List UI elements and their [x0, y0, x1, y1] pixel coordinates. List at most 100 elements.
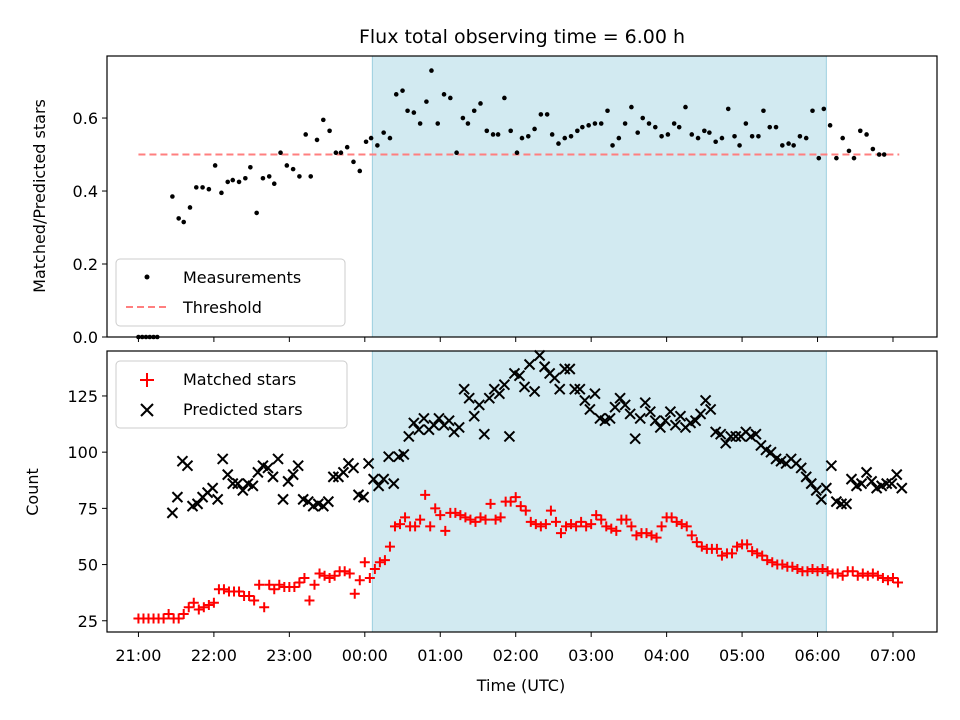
- predicted-stars-point: [498, 379, 511, 391]
- predicted-stars-point: [478, 428, 490, 440]
- predicted-stars-point: [825, 459, 838, 472]
- predicted-stars-point: [211, 493, 224, 506]
- matched-stars-point: [415, 514, 426, 525]
- measurements-point: [290, 166, 296, 172]
- predicted-stars-point: [896, 482, 908, 494]
- bottom-x-ticks: 21:00 22:00 23:00 00:00 01:00 02:00 03:00 04:00…: [115, 632, 916, 665]
- predicted-stars-point: [765, 446, 777, 458]
- matched-stars-point: [510, 492, 521, 503]
- predicted-stars-point: [191, 498, 204, 510]
- measurements-point: [508, 128, 513, 134]
- measurements-point: [357, 168, 363, 174]
- matched-stars-point: [550, 516, 561, 527]
- matched-stars-point: [711, 543, 722, 554]
- measurements-point: [616, 135, 622, 141]
- matched-stars-point: [887, 573, 898, 584]
- measurements-point: [187, 205, 193, 210]
- predicted-stars-point: [750, 428, 762, 440]
- matched-stars-point: [641, 528, 652, 539]
- measurements-point: [622, 121, 628, 126]
- predicted-stars-point: [554, 383, 566, 395]
- measurements-point: [870, 146, 876, 152]
- predicted-stars-point: [216, 453, 229, 465]
- measurements-point: [665, 132, 671, 137]
- matched-stars-point: [812, 566, 823, 577]
- matched-stars-point: [259, 602, 270, 613]
- x-tick-label: 02:00: [493, 646, 539, 665]
- matched-stars-point: [545, 505, 556, 516]
- predicted-stars-point: [714, 428, 727, 440]
- matched-stars-point: [862, 570, 873, 581]
- predicted-stars-point: [604, 412, 616, 425]
- predicted-stars-point: [820, 482, 833, 494]
- measurements-point: [702, 128, 707, 134]
- matched-stars-point: [430, 503, 441, 514]
- predicted-stars-point: [277, 493, 289, 506]
- matched-stars-point: [651, 532, 662, 543]
- matched-stars-point: [867, 568, 878, 579]
- measurements-point: [719, 135, 725, 141]
- matched-stars-point: [581, 521, 592, 532]
- measurements-point: [851, 155, 857, 161]
- predicted-stars-point: [483, 392, 496, 404]
- predicted-stars-point: [181, 459, 194, 472]
- matched-stars-point: [339, 566, 350, 577]
- measurements-point: [193, 185, 199, 190]
- measurements-point: [816, 155, 822, 161]
- matched-stars-point: [495, 512, 506, 523]
- measurements-point: [580, 124, 585, 130]
- predicted-stars-point: [720, 437, 732, 449]
- measurements-point: [544, 112, 550, 117]
- matched-stars-point: [203, 600, 214, 611]
- matched-stars-point: [269, 584, 280, 595]
- predicted-stars-point: [443, 414, 455, 427]
- predicted-stars-point: [619, 399, 631, 411]
- predicted-stars-point: [473, 399, 485, 411]
- matched-stars-point: [591, 510, 602, 521]
- measurements-point: [532, 126, 537, 132]
- predicted-stars-point: [795, 462, 807, 474]
- matched-stars-point: [566, 519, 577, 530]
- matched-stars-point: [274, 579, 285, 590]
- predicted-stars-point: [403, 430, 415, 443]
- predicted-stars-point: [322, 495, 335, 508]
- predicted-stars-point: [468, 410, 480, 422]
- matched-stars-point: [732, 541, 743, 552]
- predicted-stars-point: [262, 462, 274, 474]
- measurements-point: [176, 216, 181, 221]
- top-legend: Measurements Threshold: [115, 258, 346, 327]
- predicted-stars-point: [227, 477, 239, 490]
- predicted-stars-point: [548, 372, 561, 384]
- matched-stars-point: [304, 595, 315, 606]
- measurements-point: [562, 135, 568, 141]
- predicted-stars-point: [624, 408, 636, 420]
- measurements-point: [230, 177, 236, 183]
- predicted-stars-point: [292, 459, 304, 472]
- measurements-point: [876, 152, 882, 157]
- top-x-ticks: [137, 337, 894, 342]
- measurements-point: [411, 110, 417, 115]
- matched-stars-point: [747, 546, 758, 557]
- matched-stars-point: [777, 559, 788, 570]
- matched-stars-point: [822, 566, 833, 577]
- matched-stars-point: [440, 525, 451, 536]
- matched-stars-point: [294, 577, 305, 588]
- predicted-stars-point: [237, 484, 249, 497]
- matched-stars-point: [596, 514, 607, 525]
- measurements-point: [773, 124, 779, 130]
- matched-stars-point: [435, 510, 446, 521]
- predicted-stars-point: [367, 473, 380, 485]
- y-tick-label: 25: [78, 612, 98, 631]
- legend-predicted-marker: [140, 403, 154, 417]
- bottom-y-axis-label: Count: [23, 468, 42, 516]
- predicted-stars-point: [513, 370, 526, 382]
- predicted-stars-point: [639, 396, 651, 409]
- matched-stars-point: [666, 512, 677, 523]
- matched-stars-point: [178, 609, 189, 620]
- measurements-point: [344, 144, 350, 150]
- measurements-point: [381, 130, 386, 135]
- legend-matched-label: Matched stars: [183, 370, 296, 389]
- matched-stars-point: [369, 564, 380, 575]
- predicted-stars-point: [453, 421, 465, 434]
- predicted-stars-point: [815, 493, 828, 506]
